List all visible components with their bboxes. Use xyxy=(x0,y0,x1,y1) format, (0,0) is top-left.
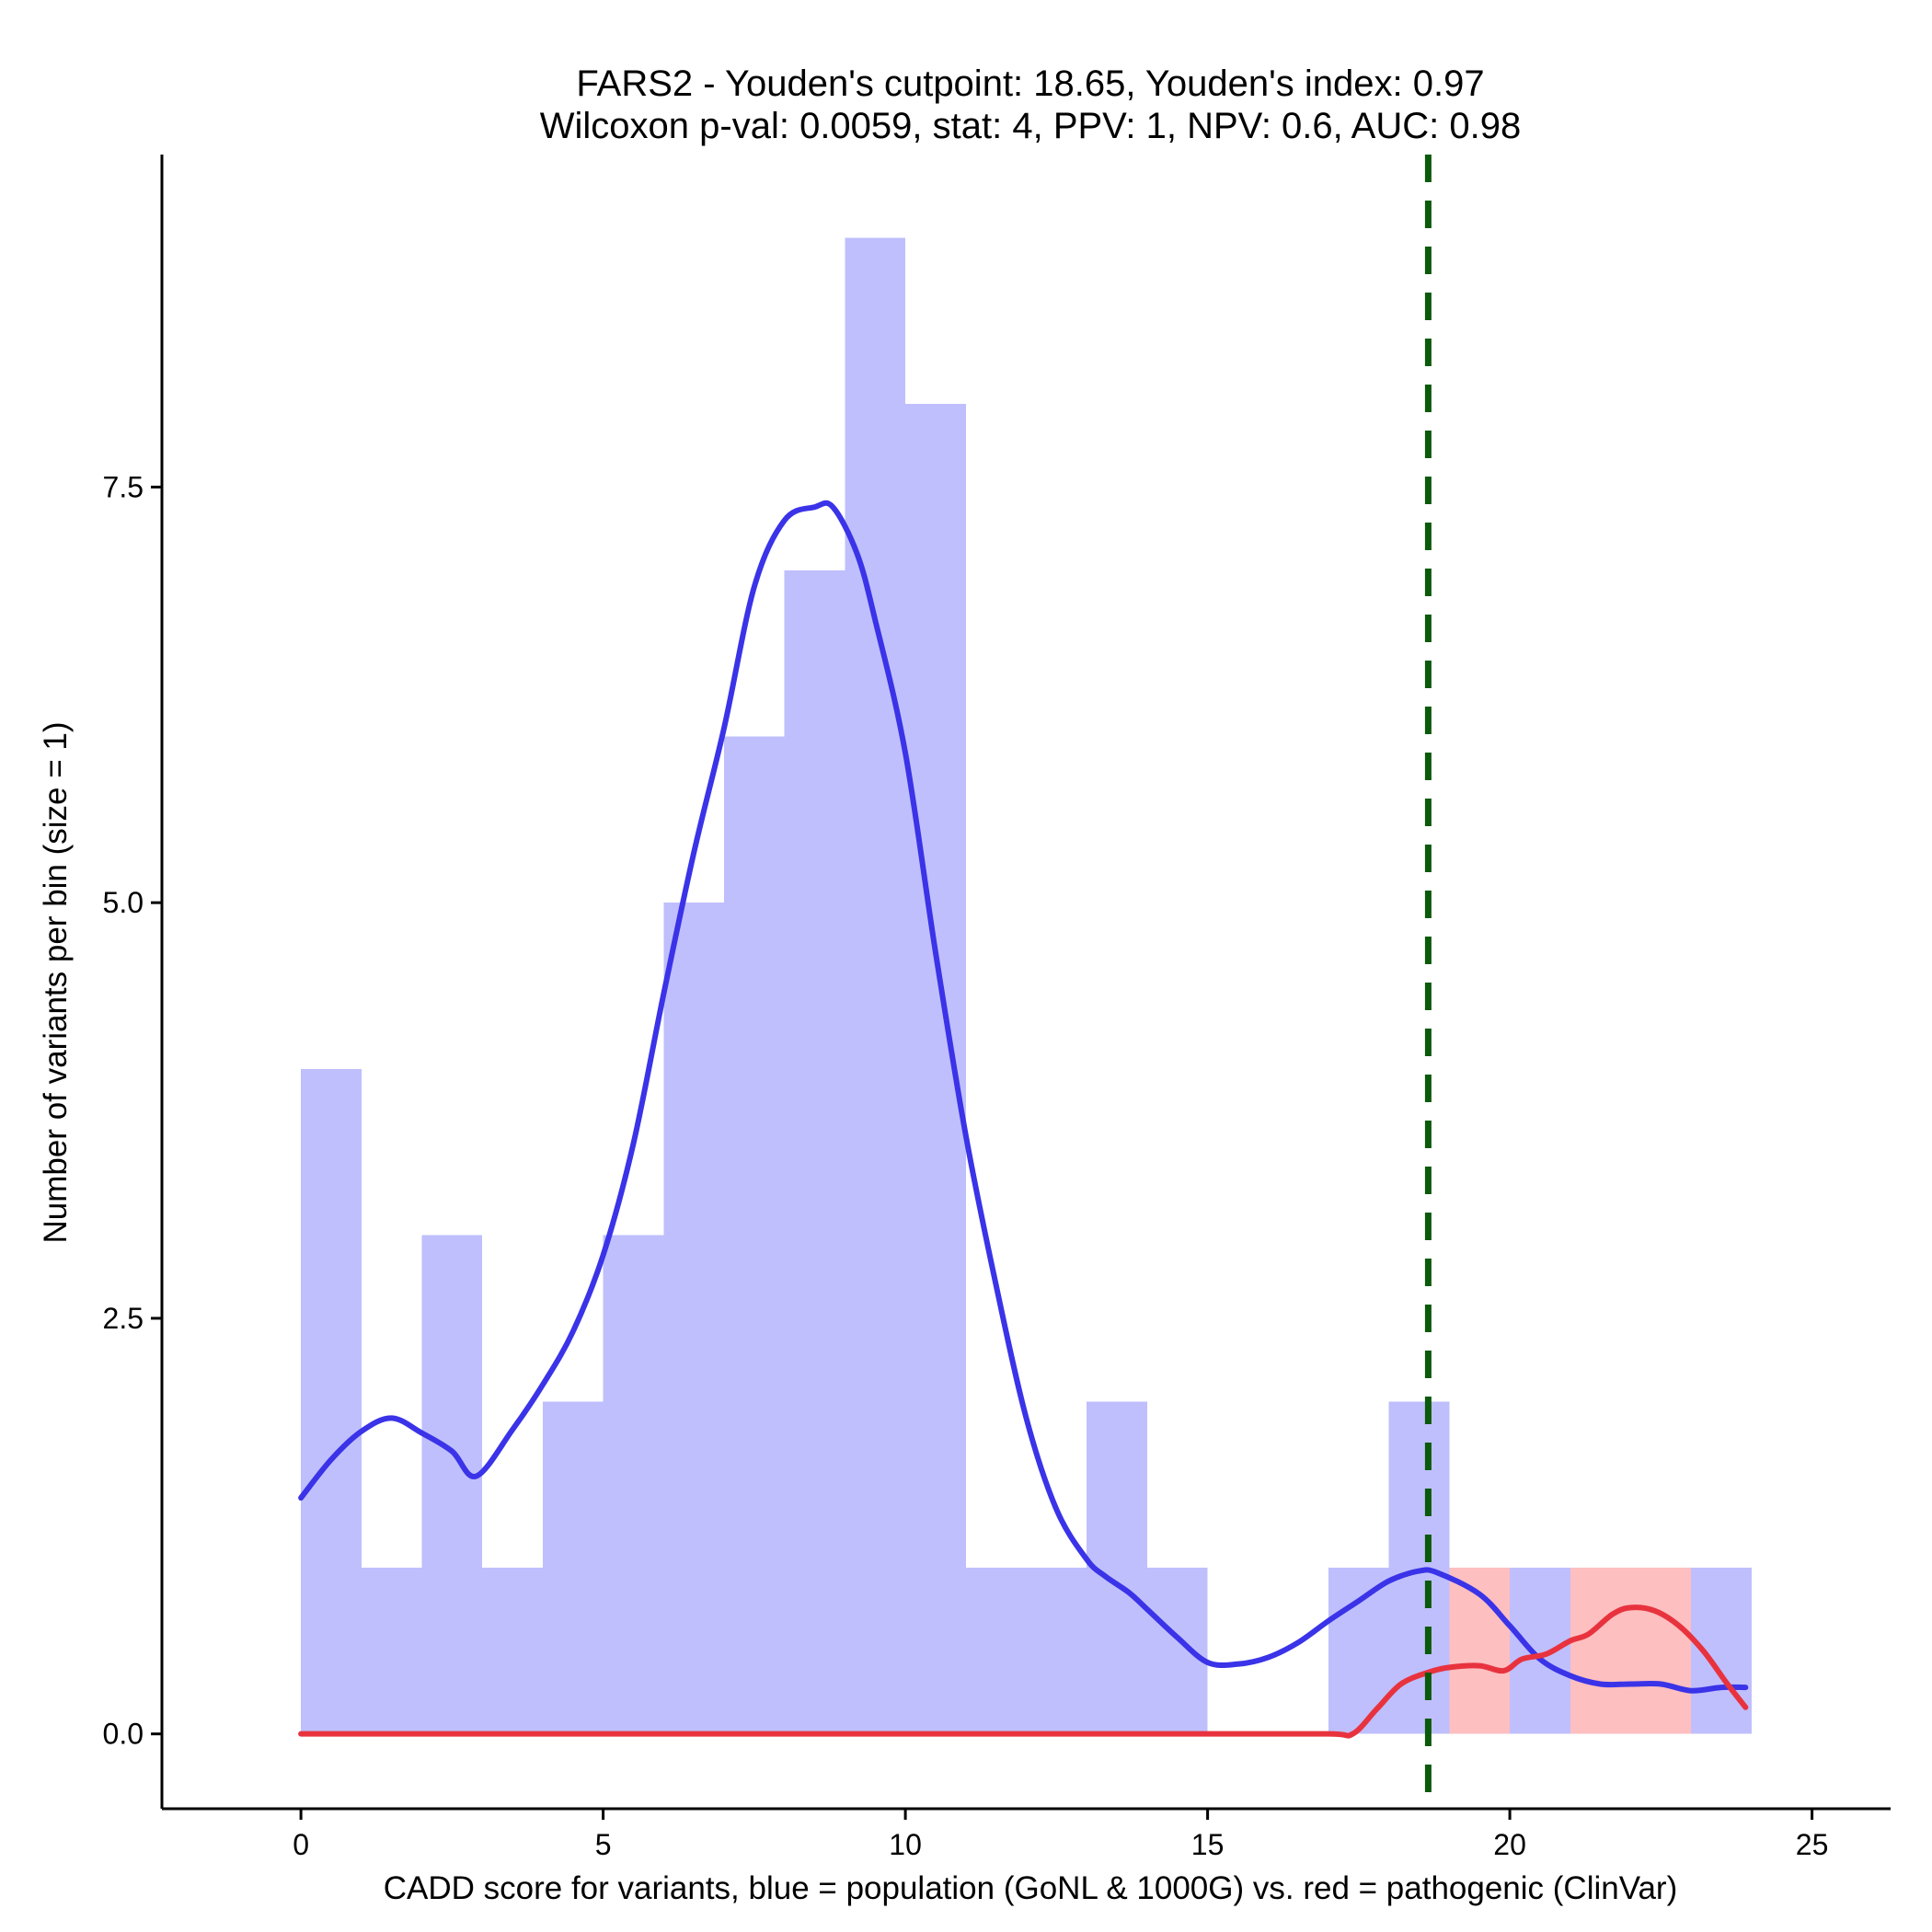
y-tick-label: 5.0 xyxy=(103,886,144,919)
population-bar xyxy=(301,1068,362,1734)
x-axis-title: CADD score for variants, blue = populati… xyxy=(384,1870,1678,1906)
population-bar xyxy=(965,1567,1027,1734)
population-bar xyxy=(845,237,906,1734)
population-bar xyxy=(482,1567,543,1734)
x-tick-label: 15 xyxy=(1191,1828,1225,1861)
y-tick-label: 7.5 xyxy=(103,470,144,503)
population-bar xyxy=(603,1235,664,1734)
pathogenic-density-curve xyxy=(298,1604,1749,1739)
y-axis-ticks: 0.0 2.5 5.0 7.5 xyxy=(103,470,162,1751)
x-axis-ticks: 0 5 10 15 20 25 xyxy=(293,1809,1828,1861)
y-tick-label: 0.0 xyxy=(103,1718,144,1751)
x-tick-label: 20 xyxy=(1493,1828,1526,1861)
population-bar xyxy=(1026,1567,1087,1734)
chart-title: FARS2 - Youden's cutpoint: 18.65, Youden… xyxy=(576,63,1484,104)
population-density-curve xyxy=(298,500,1749,1694)
density-curves xyxy=(298,500,1749,1739)
pathogenic-bar xyxy=(1630,1567,1692,1734)
population-bar xyxy=(421,1235,483,1734)
population-bar xyxy=(542,1401,604,1734)
population-bar xyxy=(1146,1567,1208,1734)
population-bar xyxy=(663,903,725,1734)
y-axis-title: Number of variants per bin (size = 1) xyxy=(38,721,74,1243)
population-bar xyxy=(724,736,785,1734)
y-tick-label: 2.5 xyxy=(103,1302,144,1335)
population-bar xyxy=(784,569,845,1734)
population-bar xyxy=(361,1567,422,1734)
x-tick-label: 10 xyxy=(889,1828,922,1861)
chart-subtitle: Wilcoxon p-val: 0.0059, stat: 4, PPV: 1,… xyxy=(540,106,1521,146)
x-tick-label: 25 xyxy=(1796,1828,1829,1861)
histogram-bars xyxy=(301,237,1752,1734)
x-tick-label: 5 xyxy=(595,1828,612,1861)
x-tick-label: 0 xyxy=(293,1828,309,1861)
population-bar xyxy=(1388,1401,1450,1734)
population-bar xyxy=(1510,1567,1570,1734)
pathogenic-bar xyxy=(1570,1567,1631,1734)
